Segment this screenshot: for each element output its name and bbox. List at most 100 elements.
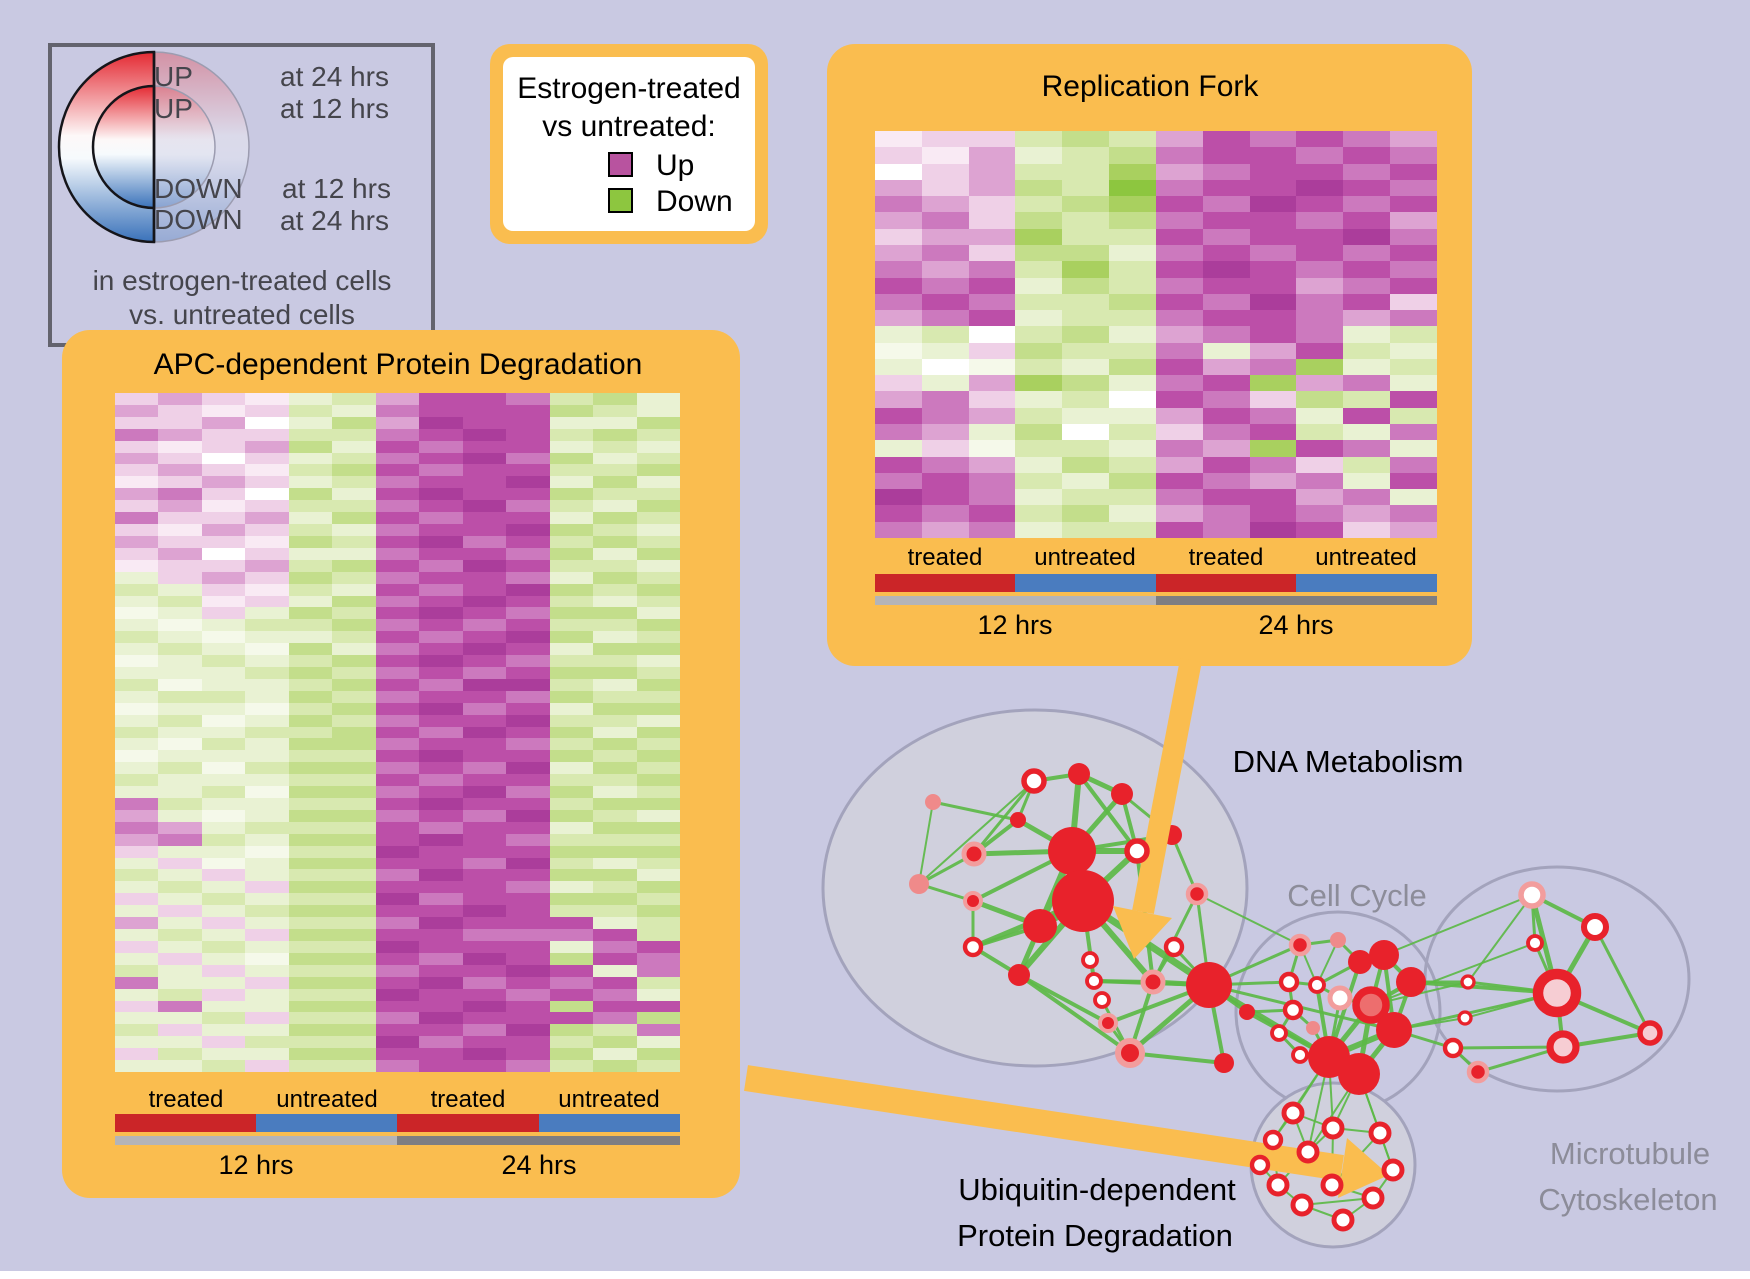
heatmap-cell bbox=[158, 964, 202, 977]
heatmap-cell bbox=[245, 786, 289, 799]
apc-group-label-4: untreated bbox=[558, 1086, 660, 1113]
heatmap-cell bbox=[506, 1048, 550, 1061]
network-edge bbox=[1331, 1184, 1374, 1199]
rf-12hrs-bar bbox=[875, 596, 1156, 605]
heatmap-cell bbox=[419, 1012, 463, 1025]
heatmap-cell bbox=[245, 798, 289, 810]
heatmap-cell bbox=[158, 786, 202, 799]
heatmap-cell bbox=[593, 857, 637, 870]
heatmap-cell bbox=[549, 1048, 594, 1061]
heatmap-cell bbox=[158, 845, 202, 858]
heatmap-cell bbox=[1343, 277, 1391, 294]
network-edge bbox=[1018, 973, 1109, 1025]
heatmap-cell bbox=[201, 774, 246, 787]
heatmap-cell bbox=[593, 929, 637, 941]
heatmap-cell bbox=[201, 404, 246, 417]
heatmap-cell bbox=[921, 179, 969, 197]
apc-24hrs-label: 24 hrs bbox=[501, 1150, 577, 1180]
heatmap-cell bbox=[201, 821, 246, 834]
gene-node bbox=[1460, 974, 1476, 990]
heatmap-cell bbox=[549, 655, 594, 667]
heatmap-cell bbox=[636, 988, 680, 1001]
gene-node bbox=[1281, 1101, 1305, 1125]
network-edge bbox=[1120, 793, 1139, 852]
gene-node bbox=[1348, 950, 1372, 974]
heatmap-cell bbox=[1343, 196, 1391, 213]
heatmap-cell bbox=[549, 631, 594, 644]
dna-metabolism-label: DNA Metabolism bbox=[1232, 744, 1464, 779]
heatmap-cell bbox=[375, 798, 420, 810]
heatmap-cell bbox=[636, 583, 680, 596]
heatmap-cell bbox=[1390, 505, 1437, 522]
heatmap-cell bbox=[921, 342, 969, 359]
heatmap-cell bbox=[549, 476, 594, 489]
network-edge bbox=[1379, 1132, 1394, 1171]
heatmap-cell bbox=[245, 964, 289, 977]
heatmap-cell bbox=[549, 500, 594, 513]
heatmap-cell bbox=[419, 905, 463, 918]
network-edge bbox=[918, 882, 974, 903]
heatmap-cell bbox=[875, 261, 922, 278]
heatmap-cell bbox=[462, 1000, 507, 1013]
heatmap-cell bbox=[506, 845, 550, 858]
heatmap-cell bbox=[332, 393, 376, 405]
heatmap-cell bbox=[245, 1000, 289, 1013]
heatmap-cell bbox=[419, 535, 463, 548]
heatmap-cell bbox=[201, 1012, 246, 1025]
heatmap-cell bbox=[549, 976, 594, 989]
heatmap-cell bbox=[158, 726, 202, 739]
heatmap-cell bbox=[593, 559, 637, 572]
heatmap-cell bbox=[462, 750, 507, 763]
heatmap-cell bbox=[1390, 310, 1437, 327]
heatmap-cell bbox=[1015, 472, 1063, 490]
heatmap-cell bbox=[462, 774, 507, 787]
heatmap-cell bbox=[419, 1060, 463, 1072]
heatmap-cell bbox=[1296, 310, 1344, 327]
heatmap-cell bbox=[332, 678, 376, 691]
rf-untreated-bar-12h bbox=[1015, 574, 1156, 592]
key-down-outer-time: at 24 hrs bbox=[280, 205, 389, 236]
heatmap-cell bbox=[375, 559, 420, 572]
network-edge bbox=[1331, 1132, 1381, 1186]
heatmap-cell bbox=[1390, 358, 1437, 376]
heatmap-cell bbox=[115, 774, 159, 787]
heatmap-cell bbox=[462, 440, 507, 453]
heatmap-cell bbox=[549, 619, 594, 632]
network-edge bbox=[1593, 926, 1652, 1034]
heatmap-cell bbox=[332, 559, 376, 572]
heatmap-cell bbox=[1296, 163, 1344, 180]
network-edge bbox=[1152, 979, 1210, 988]
up-swatch-label: Up bbox=[656, 149, 695, 182]
network-edge bbox=[1393, 1028, 1454, 1050]
cluster-ellipse-microtubule-cytoskeleton bbox=[1423, 865, 1691, 1093]
heatmap-cell bbox=[332, 762, 376, 775]
heatmap-cell bbox=[549, 583, 594, 596]
heatmap-cell bbox=[875, 489, 922, 506]
heatmap-cell bbox=[462, 678, 507, 691]
network-edge bbox=[1207, 984, 1226, 1064]
heatmap-cell bbox=[332, 1024, 376, 1037]
heatmap-cell bbox=[636, 535, 680, 548]
heatmap-cell bbox=[968, 440, 1016, 457]
network-edge bbox=[1196, 893, 1301, 946]
heatmap-cell bbox=[636, 917, 680, 930]
heatmap-cell bbox=[158, 500, 202, 513]
gene-node bbox=[1532, 968, 1582, 1018]
heatmap-cell bbox=[1249, 326, 1297, 343]
heatmap-cell bbox=[593, 452, 637, 465]
network-edge bbox=[972, 818, 1020, 856]
network-edge bbox=[1077, 772, 1139, 853]
heatmap-cell bbox=[875, 179, 922, 197]
heatmap-cell bbox=[968, 521, 1016, 538]
heatmap-cell bbox=[115, 809, 159, 822]
network-edge bbox=[1129, 1051, 1225, 1065]
heatmap-cell bbox=[1390, 440, 1437, 457]
heatmap-cell bbox=[636, 869, 680, 882]
heatmap-cell bbox=[593, 809, 637, 822]
heatmap-cell bbox=[968, 147, 1016, 164]
heatmap-cell bbox=[158, 595, 202, 608]
rf-24hrs-bar bbox=[1156, 596, 1437, 605]
heatmap-cell bbox=[506, 881, 550, 894]
heatmap-cell bbox=[875, 163, 922, 180]
heatmap-cell bbox=[1249, 310, 1297, 327]
